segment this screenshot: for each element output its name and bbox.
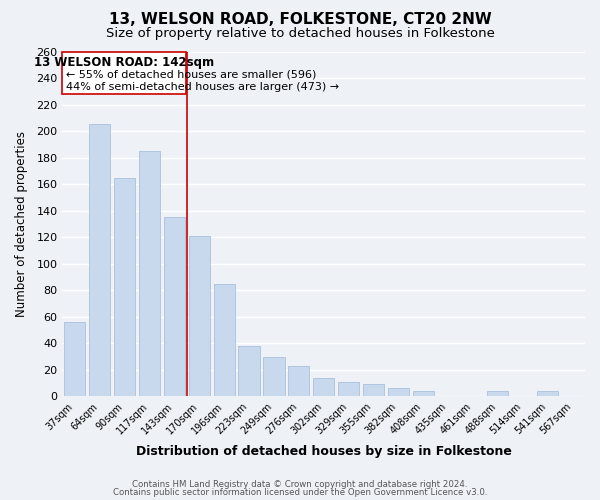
X-axis label: Distribution of detached houses by size in Folkestone: Distribution of detached houses by size … xyxy=(136,444,512,458)
Bar xyxy=(139,151,160,396)
Bar xyxy=(338,382,359,396)
Bar xyxy=(487,391,508,396)
Bar xyxy=(288,366,310,396)
Bar xyxy=(537,391,558,396)
Bar xyxy=(164,218,185,396)
Bar xyxy=(114,178,135,396)
Bar xyxy=(238,346,260,397)
Text: Contains public sector information licensed under the Open Government Licence v3: Contains public sector information licen… xyxy=(113,488,487,497)
Bar xyxy=(214,284,235,397)
Text: 13 WELSON ROAD: 142sqm: 13 WELSON ROAD: 142sqm xyxy=(34,56,214,69)
Text: Contains HM Land Registry data © Crown copyright and database right 2024.: Contains HM Land Registry data © Crown c… xyxy=(132,480,468,489)
Bar xyxy=(388,388,409,396)
Bar xyxy=(413,391,434,396)
Bar xyxy=(64,322,85,396)
Bar xyxy=(62,52,187,94)
Bar xyxy=(189,236,210,396)
Bar xyxy=(263,356,284,397)
Text: 13, WELSON ROAD, FOLKESTONE, CT20 2NW: 13, WELSON ROAD, FOLKESTONE, CT20 2NW xyxy=(109,12,491,28)
Y-axis label: Number of detached properties: Number of detached properties xyxy=(15,131,28,317)
Bar xyxy=(313,378,334,396)
Bar xyxy=(89,124,110,396)
Text: Size of property relative to detached houses in Folkestone: Size of property relative to detached ho… xyxy=(106,26,494,40)
Bar xyxy=(363,384,384,396)
Text: ← 55% of detached houses are smaller (596): ← 55% of detached houses are smaller (59… xyxy=(66,70,317,80)
Text: 44% of semi-detached houses are larger (473) →: 44% of semi-detached houses are larger (… xyxy=(66,82,340,92)
